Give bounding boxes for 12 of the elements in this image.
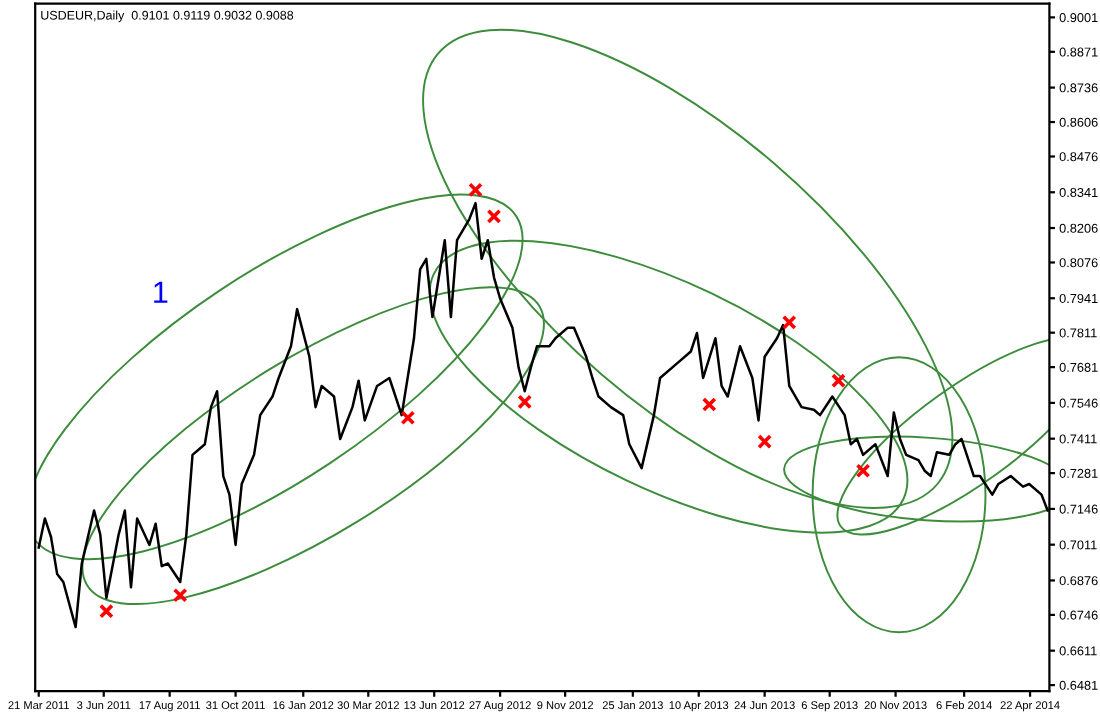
point xyxy=(99,603,114,619)
point xyxy=(468,182,483,198)
annotation: 1 xyxy=(154,281,168,303)
point xyxy=(486,209,502,224)
point xyxy=(757,434,773,449)
point xyxy=(781,315,797,330)
point xyxy=(400,410,416,426)
point xyxy=(701,397,717,412)
point xyxy=(855,463,871,479)
point xyxy=(172,587,188,603)
point xyxy=(517,394,533,410)
point xyxy=(831,373,846,389)
